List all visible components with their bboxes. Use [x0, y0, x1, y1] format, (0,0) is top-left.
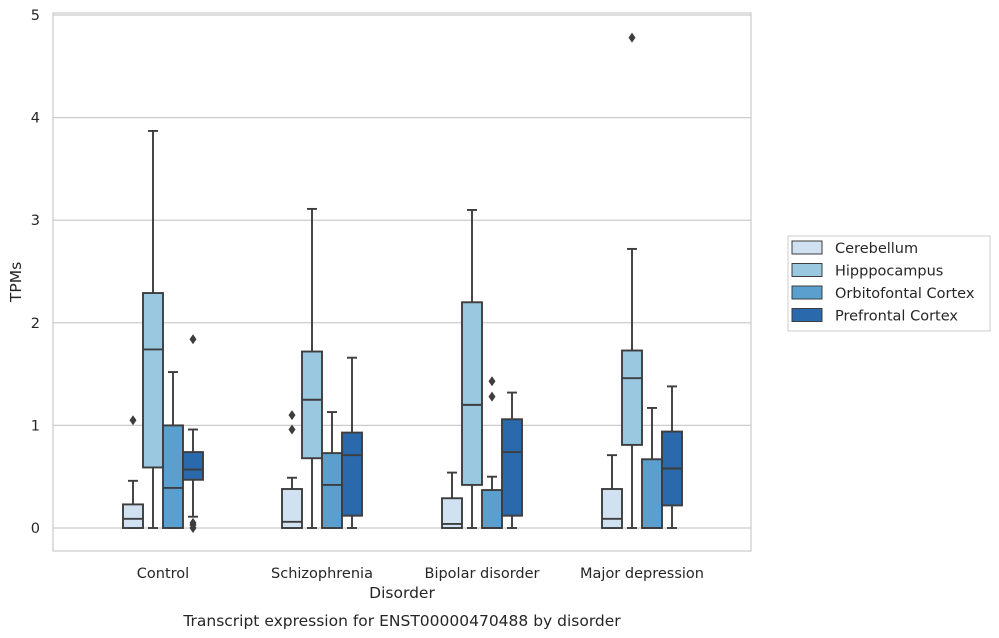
box-iqr — [461, 301, 483, 486]
box-iqr — [182, 451, 204, 481]
legend-swatch — [791, 240, 823, 255]
box-3-2 — [501, 391, 523, 529]
y-tick-labels: 0 1 2 3 4 5 — [31, 8, 40, 537]
box-0-3 — [601, 454, 623, 529]
box-iqr — [601, 488, 623, 529]
box-iqr — [122, 503, 144, 529]
y-axis-label: TPMs — [7, 262, 25, 303]
box-iqr — [301, 350, 323, 460]
box-iqr — [621, 349, 643, 446]
legend-swatch — [791, 308, 823, 322]
box-1-1 — [301, 207, 323, 529]
x-tick-labels: Control Schizophrenia Bipolar disorder Majo… — [137, 566, 704, 582]
legend-label: Prefrontal Cortex — [835, 309, 958, 325]
legend-label: Cerebellum — [835, 241, 918, 257]
box-iqr — [281, 488, 303, 529]
y-tick-label: 5 — [31, 8, 40, 24]
outlier-point — [189, 334, 197, 345]
legend-swatch — [791, 285, 823, 300]
y-tick-label: 1 — [31, 418, 40, 434]
box-iqr — [481, 489, 503, 529]
box-0-1 — [281, 410, 303, 529]
legend-label: Hipppocampus — [835, 264, 943, 280]
chart-caption: Transcript expression for ENST0000047048… — [182, 612, 621, 630]
x-tick-label: Schizophrenia — [271, 566, 373, 582]
outlier-point — [488, 376, 496, 387]
box-iqr — [341, 431, 363, 517]
box-1-2 — [461, 208, 483, 529]
x-axis-label: Disorder — [369, 584, 435, 602]
box-series — [122, 32, 683, 533]
box-iqr — [501, 418, 523, 517]
outlier-point — [488, 391, 496, 402]
y-tick-label: 3 — [31, 213, 40, 229]
box-1-0 — [142, 129, 164, 529]
legend: Cerebellum Hipppocampus Orbitofontal Corte… — [787, 235, 991, 332]
box-3-3 — [661, 385, 683, 529]
box-2-1 — [321, 411, 343, 529]
box-0-0 — [122, 415, 144, 529]
box-2-3 — [641, 407, 663, 529]
outlier-point — [129, 415, 137, 426]
y-tick-label: 4 — [31, 111, 40, 127]
outlier-point — [628, 32, 636, 43]
x-tick-label: Major depression — [580, 566, 704, 582]
box-iqr — [441, 497, 463, 529]
box-iqr — [162, 424, 184, 529]
x-tick-label: Control — [137, 566, 189, 582]
y-tick-label: 0 — [31, 521, 40, 537]
box-iqr — [641, 458, 663, 529]
plot-frame — [52, 12, 752, 552]
outlier-point — [288, 410, 296, 421]
y-tick-label: 2 — [31, 316, 40, 332]
x-tick-label: Bipolar disorder — [425, 566, 540, 582]
box-iqr — [142, 292, 164, 469]
box-1-3 — [621, 32, 643, 529]
box-3-1 — [341, 356, 363, 529]
outlier-point — [189, 517, 197, 528]
legend-swatch — [791, 263, 823, 277]
box-3-0 — [182, 334, 204, 533]
box-iqr — [321, 452, 343, 529]
outlier-point — [288, 424, 296, 435]
box-0-2 — [441, 471, 463, 529]
legend-label: Orbitofontal Cortex — [835, 286, 975, 302]
